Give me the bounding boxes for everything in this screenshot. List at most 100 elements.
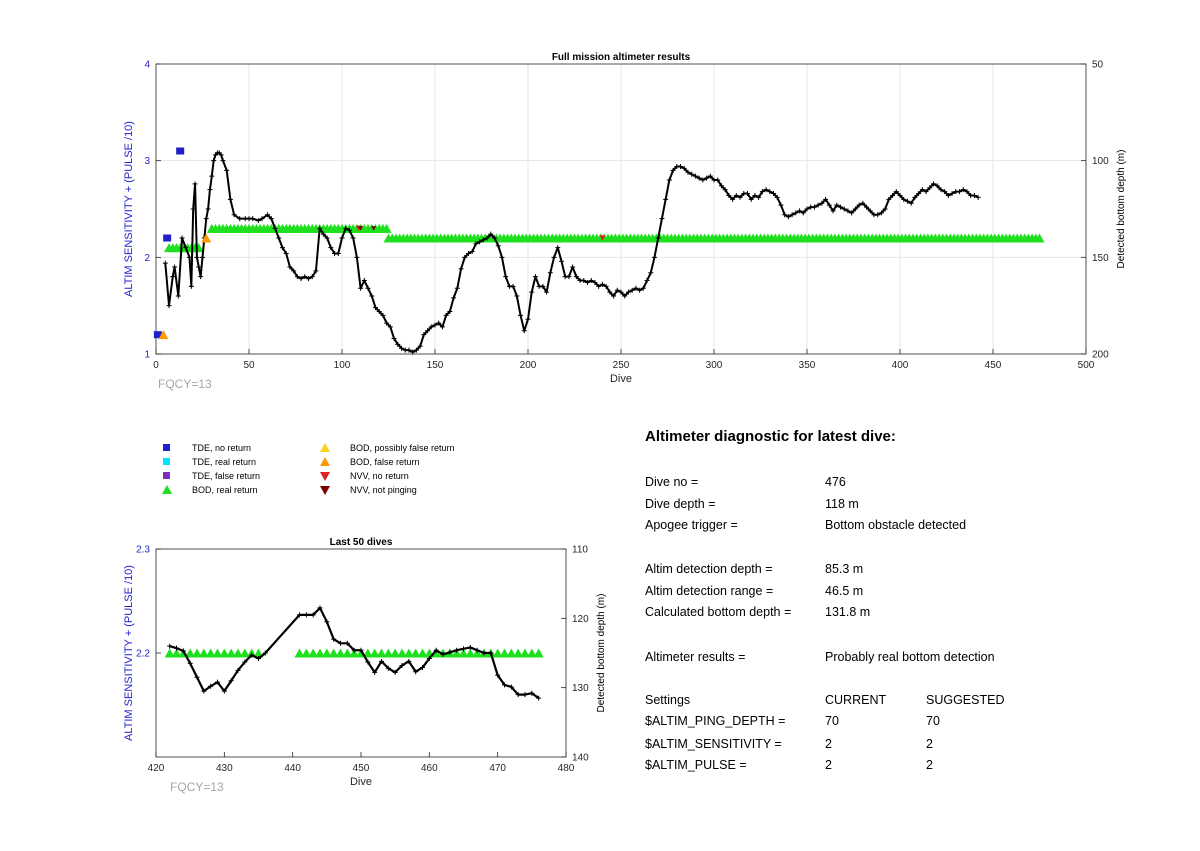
bottom-depth-point	[592, 279, 598, 285]
bottom-depth-point	[648, 270, 654, 276]
bottom-depth-point	[473, 241, 479, 247]
x-tick-label: 100	[334, 360, 351, 371]
x-tick-label: 440	[284, 763, 301, 774]
bod-real-return-marker	[308, 648, 319, 658]
bottom-depth-point	[532, 274, 538, 280]
bottom-depth-point	[916, 191, 922, 197]
bottom-depth-point	[220, 158, 226, 164]
bottom-depth-point	[272, 225, 278, 231]
legend: TDE, no return TDE, real return TDE, fal…	[160, 440, 500, 500]
y-tick-label: 1	[144, 350, 150, 361]
bod-real-return-marker	[233, 648, 243, 658]
bottom-depth-point	[919, 187, 925, 193]
bottom-depth-point	[522, 692, 528, 698]
y2-tick-label: 110	[572, 545, 588, 556]
bottom-depth-point	[467, 644, 473, 650]
bottom-depth-point	[949, 191, 955, 197]
bottom-depth-point	[793, 210, 799, 216]
settings-header-suggested: SUGGESTED	[926, 693, 1005, 707]
bottom-depth-point	[443, 312, 449, 318]
diag-value: 131.8 m	[825, 605, 871, 619]
bottom-depth-point	[249, 652, 255, 658]
bod-real-return-marker	[513, 648, 524, 658]
bottom-depth-point	[927, 185, 933, 191]
diag-label: Dive no =	[645, 475, 699, 489]
bottom-depth-point	[354, 254, 360, 260]
bottom-depth-point	[406, 347, 412, 353]
bottom-depth-point	[208, 683, 214, 689]
tde-no-return-marker	[176, 147, 185, 155]
bottom-depth-point	[804, 206, 810, 212]
square-marker-icon	[163, 458, 170, 465]
bod-real-return-marker	[390, 648, 401, 658]
square-marker-icon	[163, 444, 170, 451]
bottom-depth-point	[385, 665, 391, 671]
x-tick-label: 50	[243, 360, 255, 371]
bottom-depth-line	[164, 151, 979, 354]
bottom-depth-point	[211, 158, 217, 164]
bottom-depth-point	[508, 684, 514, 690]
bottom-depth-point	[774, 194, 780, 200]
bottom-depth-point	[882, 206, 888, 212]
bottom-depth-point	[162, 260, 168, 266]
bottom-depth-point	[558, 258, 564, 264]
bottom-depth-point	[215, 679, 220, 685]
bottom-depth-point	[331, 636, 337, 642]
bottom-depth-point	[454, 285, 460, 291]
bottom-depth-point	[380, 312, 386, 318]
bottom-depth-point	[901, 196, 907, 202]
y2-tick-label: 200	[1092, 350, 1109, 361]
bottom-depth-point	[458, 266, 464, 272]
bottom-depth-point	[346, 227, 352, 233]
bottom-depth-point	[436, 320, 442, 326]
settings-label: $ALTIM_SENSITIVITY =	[645, 737, 782, 751]
bottom-depth-point	[410, 349, 416, 355]
y2-tick-label: 100	[1092, 156, 1109, 167]
bottom-depth-point	[614, 287, 620, 293]
bottom-depth-point	[637, 287, 643, 293]
bod-real-return-marker	[410, 648, 421, 658]
bottom-depth-point	[685, 169, 691, 175]
diag-label: Altimeter results =	[645, 650, 746, 664]
bottom-depth-point	[372, 305, 378, 311]
bottom-depth-point	[663, 196, 669, 202]
bottom-depth-point	[696, 175, 702, 181]
bottom-depth-point	[183, 245, 189, 251]
bottom-depth-point	[782, 212, 788, 218]
bottom-depth-point	[298, 276, 304, 282]
bod-real-return-marker	[499, 648, 510, 658]
bod-real-return-marker	[192, 648, 202, 658]
bod-real-return-marker	[492, 648, 503, 658]
bottom-depth-point	[633, 285, 639, 291]
bottom-depth-point	[856, 202, 862, 208]
bottom-depth-point	[207, 187, 213, 193]
y-tick-label: 2.3	[136, 545, 150, 556]
bottom-depth-point	[198, 274, 204, 280]
diag-label: Altim detection depth =	[645, 562, 773, 576]
bod-real-return-marker	[1034, 233, 1045, 243]
bottom-depth-point	[432, 322, 438, 328]
legend-label: BOD, possibly false return	[350, 443, 455, 453]
bottom-depth-point	[588, 278, 594, 284]
bottom-depth-point	[439, 324, 445, 330]
bottom-depth-point	[503, 274, 509, 280]
bod-real-return-marker	[328, 648, 339, 658]
bottom-depth-point	[622, 293, 628, 299]
x-tick-label: 150	[427, 360, 444, 371]
bottom-depth-point	[860, 200, 866, 206]
bottom-depth-point	[310, 612, 316, 618]
bottom-depth-point	[376, 308, 382, 314]
chart-2: 420 430 440 450 460 470 480 2.2 2.3 110 120 130 140 L…	[123, 537, 607, 794]
bod-real-return-marker	[219, 648, 230, 658]
bottom-depth-point	[399, 345, 405, 351]
bottom-depth-point	[759, 189, 765, 195]
bottom-depth-point	[841, 206, 847, 212]
bottom-depth-point	[670, 167, 676, 173]
settings-current: 2	[825, 758, 832, 772]
bottom-depth-point	[174, 645, 179, 651]
bottom-depth-point	[291, 268, 297, 274]
x-tick-label: 0	[153, 360, 159, 371]
bottom-depth-point	[763, 187, 769, 193]
tde-no-return-marker	[163, 234, 172, 242]
